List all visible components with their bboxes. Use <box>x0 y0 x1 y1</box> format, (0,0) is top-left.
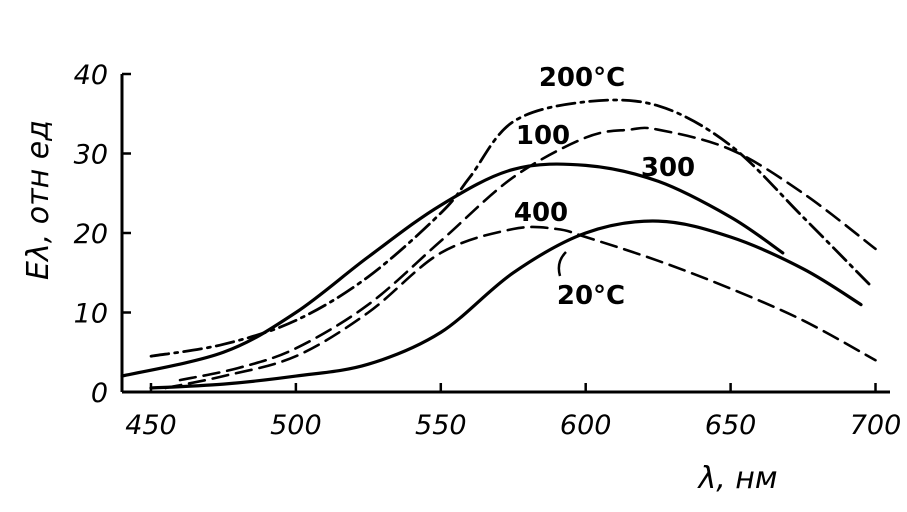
chart-series-labels: 200°C 100 300 400 20°C <box>514 63 695 311</box>
series-line-300 <box>120 162 785 378</box>
series-label: 300 <box>641 153 695 183</box>
y-axis-title: Eλ, отн ед <box>21 120 56 280</box>
x-tick-label: 450 <box>125 410 177 441</box>
series-label-leader <box>557 251 567 277</box>
y-tick-label: 10 <box>74 299 108 330</box>
series-label: 20°C <box>557 281 625 311</box>
series-line-20c <box>149 219 863 390</box>
series-line-100 <box>178 126 877 382</box>
series-label: 200°C <box>539 63 625 93</box>
x-tick-label: 700 <box>850 410 902 441</box>
y-tick-label: 0 <box>91 378 108 409</box>
x-axis-title: λ, нм <box>696 461 777 496</box>
chart-axes <box>120 74 890 394</box>
x-tick-label: 600 <box>560 410 612 441</box>
x-tick-label: 550 <box>415 410 467 441</box>
chart-series <box>120 98 877 390</box>
series-label: 400 <box>514 198 568 228</box>
x-tick-label: 500 <box>270 410 322 441</box>
series-label: 100 <box>516 121 570 151</box>
chart-ticks: 0 10 20 30 40 450 500 550 600 650 700 <box>74 60 902 441</box>
y-tick-label: 40 <box>74 60 108 91</box>
series-line-200c <box>149 98 872 358</box>
series-line-400 <box>164 225 877 390</box>
y-tick-label: 20 <box>74 219 108 250</box>
y-tick-label: 30 <box>74 140 108 171</box>
x-tick-label: 650 <box>705 410 757 441</box>
